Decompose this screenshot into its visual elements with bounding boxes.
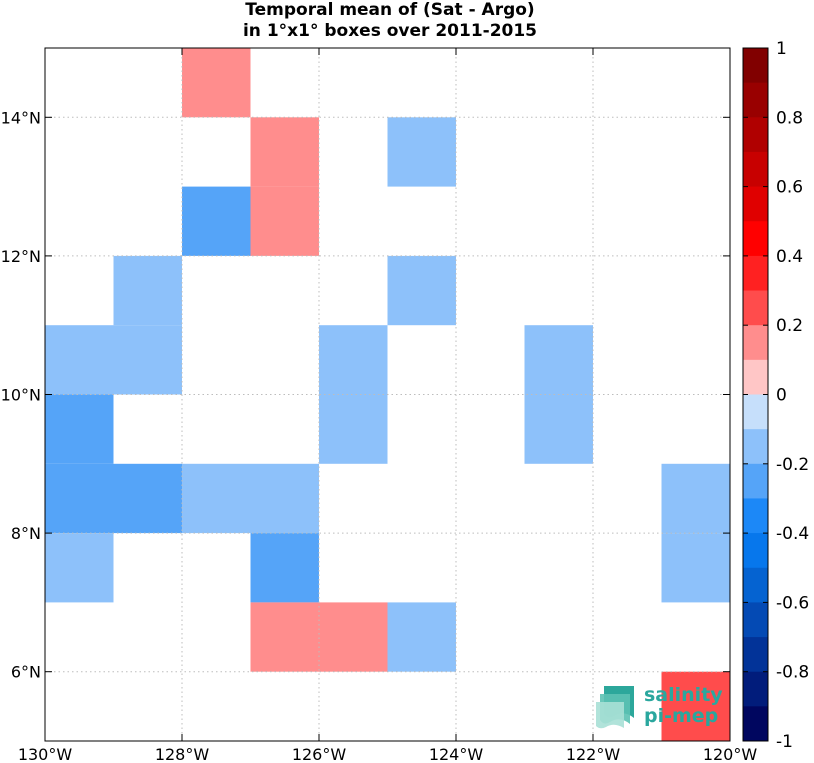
x-tick-label: 122°W	[566, 745, 621, 763]
colorbar-segment	[743, 255, 768, 291]
colorbar-tick-label: 0.4	[776, 247, 803, 267]
heatmap-cell	[319, 325, 388, 395]
chart-title: Temporal mean of (Sat - Argo) in 1°x1° b…	[0, 0, 780, 42]
colorbar-segment	[743, 498, 768, 534]
heatmap-cell	[182, 463, 251, 534]
grid-lines	[45, 48, 730, 741]
colorbar-segment	[743, 48, 768, 84]
colorbar-segment	[743, 325, 768, 361]
y-tick-label: 8°N	[11, 524, 41, 543]
heatmap-cell	[113, 255, 182, 326]
heatmap-cell	[661, 533, 730, 603]
colorbar-tick-label: 0	[776, 386, 787, 406]
colorbar-segment	[743, 394, 768, 430]
heatmap-cells	[45, 48, 730, 741]
colorbar-segment	[743, 567, 768, 603]
heatmap-cell	[250, 463, 319, 534]
heatmap-cell	[250, 117, 319, 187]
colorbar-segment	[743, 671, 768, 707]
colorbar-segment	[743, 602, 768, 638]
axes: 130°W 128°W 126°W 124°W 122°W 120°W 6°N 8°N 10°N…	[1, 48, 758, 763]
heatmap-cell	[524, 394, 593, 464]
colorbar-tick-label: -0.2	[776, 455, 809, 475]
y-tick-label: 10°N	[1, 386, 41, 405]
colorbar-segment	[743, 706, 768, 742]
salinity-pi-mep-logo: salinity pi-mep	[594, 684, 723, 730]
colorbar-segment	[743, 290, 768, 326]
colorbar-segment	[743, 117, 768, 153]
colorbar-tick-label: -0.6	[776, 593, 809, 613]
colorbar-segment	[743, 463, 768, 499]
heatmap-cell	[113, 325, 182, 395]
colorbar-tick-label: -0.8	[776, 663, 809, 683]
colorbar-tick-label: 1	[776, 39, 787, 59]
heatmap-cell	[45, 533, 114, 603]
heatmap-cell	[319, 394, 388, 464]
x-tick-label: 126°W	[292, 745, 347, 763]
colorbar-tick-label: 0.6	[776, 178, 803, 198]
heatmap-cell	[387, 255, 456, 326]
colorbar-segment	[743, 429, 768, 465]
colorbar-tick-label: 0.2	[776, 316, 803, 336]
heatmap-cell	[182, 186, 251, 256]
x-tick-label: 130°W	[18, 745, 73, 763]
heatmap-cell	[250, 602, 319, 672]
logo-text-line-2: pi-mep	[644, 705, 719, 727]
y-tick-label: 12°N	[1, 247, 41, 266]
heatmap-cell	[319, 602, 388, 672]
heatmap-cell	[387, 117, 456, 187]
heatmap-cell	[45, 325, 114, 395]
colorbar-segment	[743, 82, 768, 118]
colorbar-segment	[743, 221, 768, 257]
wave-logo-icon	[596, 686, 634, 729]
y-tick-label: 6°N	[11, 663, 41, 682]
colorbar-tick-label: -0.4	[776, 524, 809, 544]
chart-title-line-2: in 1°x1° boxes over 2011-2015	[242, 21, 538, 41]
colorbar-segment	[743, 186, 768, 222]
heatmap-cell	[45, 463, 114, 534]
colorbar-tick-label: -1	[776, 732, 793, 752]
heatmap-cell	[661, 671, 730, 741]
x-tick-label: 120°W	[703, 745, 758, 763]
logo-text-line-1: salinity	[644, 684, 723, 706]
heatmap-cell	[250, 186, 319, 256]
heatmap-cell	[113, 463, 182, 534]
heatmap-cell	[250, 533, 319, 603]
heatmap-cell	[524, 325, 593, 395]
colorbar-segment	[743, 637, 768, 673]
colorbar-segment	[743, 359, 768, 395]
x-tick-label: 124°W	[429, 745, 484, 763]
heatmap-cell	[387, 602, 456, 672]
heatmap-cell	[182, 48, 251, 118]
chart-title-line-1: Temporal mean of (Sat - Argo)	[245, 0, 535, 20]
colorbar-segment	[743, 533, 768, 569]
heatmap-cell	[661, 463, 730, 534]
x-tick-label: 128°W	[155, 745, 210, 763]
heatmap-cell	[45, 394, 114, 464]
colorbar-segment	[743, 151, 768, 187]
colorbar-tick-label: 0.8	[776, 108, 803, 128]
colorbar: 1 0.8 0.6 0.4 0.2 0 -0.2 -0.4 -0.6 -0.8 -1	[742, 39, 809, 752]
y-tick-label: 14°N	[1, 108, 41, 127]
